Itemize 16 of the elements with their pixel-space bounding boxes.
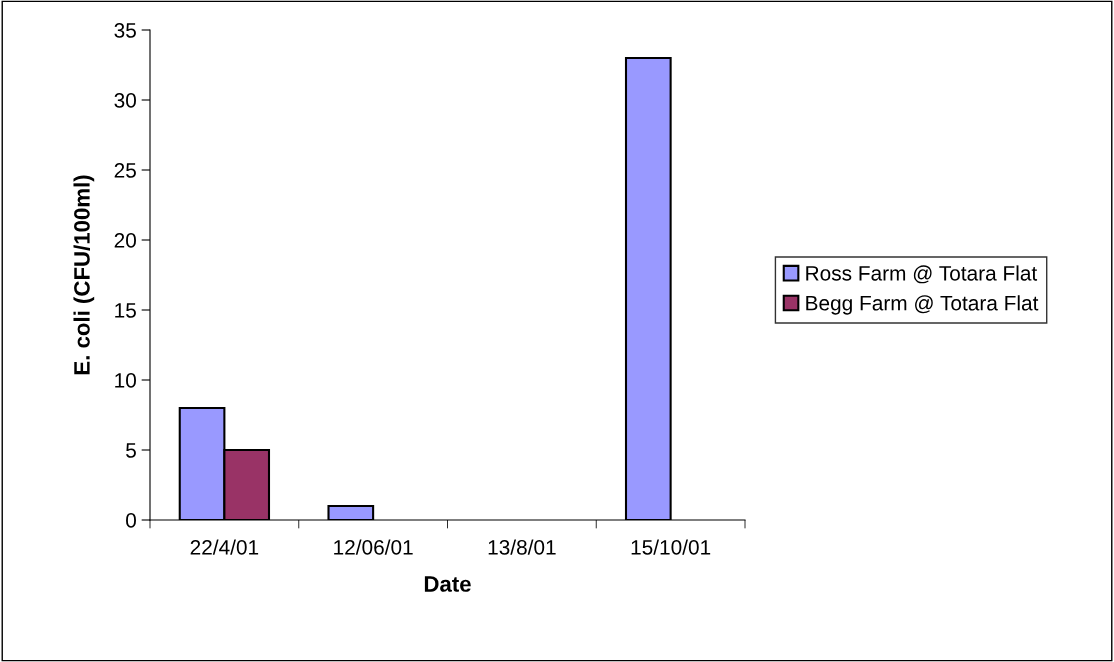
y-tick-label: 35 xyxy=(114,23,136,38)
y-axis-title: E. coli (CFU/100ml) xyxy=(73,175,95,375)
legend-label: Ross Farm @ Totara Flat xyxy=(806,265,1038,284)
x-tick-label: 12/06/01 xyxy=(334,539,413,555)
y-tick-label: 15 xyxy=(115,303,136,318)
legend-label: Begg Farm @ Totara Flat xyxy=(806,295,1039,315)
y-tick-label: 20 xyxy=(114,233,136,248)
y-tick-label: 10 xyxy=(115,373,136,388)
x-tick-label: 13/8/01 xyxy=(488,539,556,555)
x-tick-label: 15/10/01 xyxy=(631,539,711,555)
x-axis-title: Date xyxy=(424,576,471,592)
y-tick-label: 0 xyxy=(126,513,136,528)
y-tick-label: 25 xyxy=(114,163,136,178)
y-tick-label: 5 xyxy=(126,443,136,458)
y-tick-label: 30 xyxy=(114,93,136,108)
x-tick-label: 22/4/01 xyxy=(190,539,259,555)
